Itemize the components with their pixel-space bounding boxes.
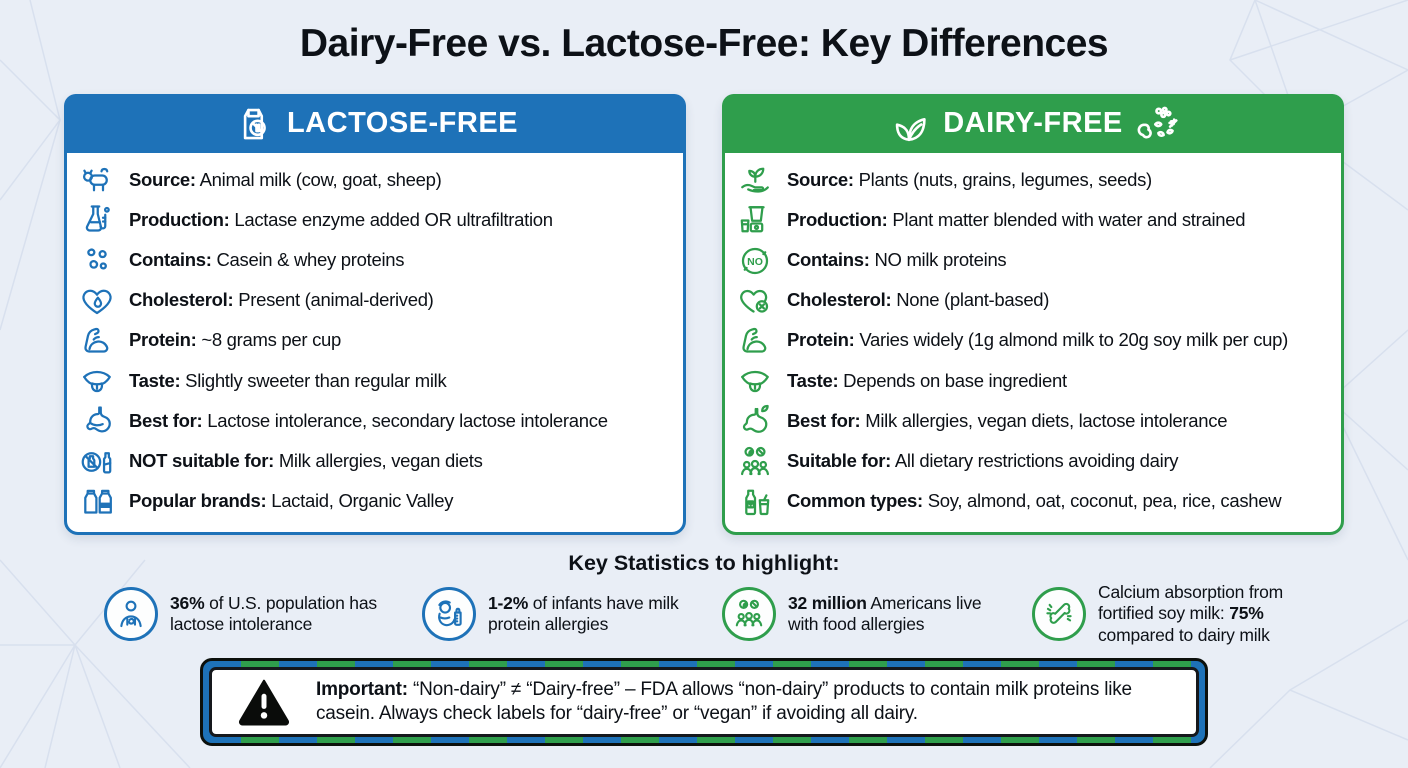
warning-label: Important:: [316, 679, 408, 701]
row-production: Production: Plant matter blended with wa…: [733, 202, 1331, 238]
lactose-free-header: LACTOSE-FREE: [64, 94, 686, 153]
no-milk-carton-icon: [232, 102, 274, 146]
heart-x-icon: [733, 283, 777, 319]
stats-heading: Key Statistics to highlight:: [568, 551, 840, 575]
stomach-icon: [75, 403, 119, 439]
milk-cartons-icon: [75, 484, 119, 520]
row-protein: Protein: ~8 grams per cup: [75, 323, 673, 359]
tongue-icon: [733, 363, 777, 399]
stat-bold: 32 million: [788, 592, 867, 613]
protein-molecules-icon: [75, 243, 119, 279]
row-label: Source:: [129, 168, 196, 190]
row-suitable-for: Suitable for: All dietary restrictions a…: [733, 444, 1331, 480]
muscle-arm-icon: [75, 323, 119, 359]
dairy-free-header: DAIRY-FREE: [722, 94, 1344, 153]
warning-banner: Important: “Non-dairy” ≠ “Dairy-free” – …: [200, 658, 1208, 746]
stat-infant-allergies: 1-2% of infants have milk protein allerg…: [422, 582, 722, 646]
bone-icon: [1032, 587, 1086, 642]
blender-icon: [733, 202, 777, 238]
tongue-icon: [75, 363, 119, 399]
baby-bottle-icon: [422, 587, 476, 642]
no-circle-icon: NO: [733, 243, 777, 279]
hand-plant-icon: [733, 162, 777, 198]
stat-calcium-absorption: Calcium absorption from fortified soy mi…: [1032, 582, 1357, 646]
row-not-suitable: NOT suitable for: Milk allergies, vegan …: [75, 444, 673, 480]
stats-row: 36% of U.S. population has lactose intol…: [104, 582, 1364, 646]
stat-food-allergies: 32 million Americans live with food alle…: [722, 582, 1032, 646]
dairy-free-title: DAIRY-FREE: [943, 107, 1123, 139]
row-contains: Contains: Casein & whey proteins: [75, 243, 673, 279]
row-production: Production: Lactase enzyme added OR ultr…: [75, 202, 673, 238]
svg-text:NO: NO: [747, 255, 763, 267]
row-source: Source: Animal milk (cow, goat, sheep): [75, 162, 673, 198]
row-taste: Taste: Depends on base ingredient: [733, 363, 1331, 399]
row-cholesterol: Cholesterol: None (plant-based): [733, 283, 1331, 319]
page-title: Dairy-Free vs. Lactose-Free: Key Differe…: [299, 22, 1109, 65]
person-stomach-icon: [104, 587, 158, 642]
panel-lactose-free: LACTOSE-FREE Source: Animal milk (cow, g…: [64, 94, 686, 535]
nuts-seeds-icon: [1136, 102, 1178, 146]
row-contains: NO Contains: NO milk proteins: [733, 243, 1331, 279]
diverse-group-icon: [733, 444, 777, 480]
plant-milk-glass-icon: [733, 484, 777, 520]
row-best-for: Best for: Milk allergies, vegan diets, l…: [733, 403, 1331, 439]
row-taste: Taste: Slightly sweeter than regular mil…: [75, 363, 673, 399]
stat-lactose-intolerance: 36% of U.S. population has lactose intol…: [104, 582, 422, 646]
leaves-icon: [888, 102, 930, 146]
row-best-for: Best for: Lactose intolerance, secondary…: [75, 403, 673, 439]
lab-flask-icon: [75, 202, 119, 238]
warning-content: Important: “Non-dairy” ≠ “Dairy-free” – …: [209, 667, 1199, 737]
stomach-leaf-icon: [733, 403, 777, 439]
lactose-free-title: LACTOSE-FREE: [286, 107, 519, 139]
panel-dairy-free: DAIRY-FREE Source: [722, 94, 1344, 535]
row-source: Source: Plants (nuts, grains, legumes, s…: [733, 162, 1331, 198]
cow-sheep-icon: [75, 162, 119, 198]
allergy-family-icon: [722, 587, 776, 642]
row-protein: Protein: Varies widely (1g almond milk t…: [733, 323, 1331, 359]
muscle-arm-icon: [733, 323, 777, 359]
lactose-free-body: Source: Animal milk (cow, goat, sheep) P…: [67, 153, 683, 532]
row-brands: Popular brands: Lactaid, Organic Valley: [75, 484, 673, 520]
row-cholesterol: Cholesterol: Present (animal-derived): [75, 283, 673, 319]
heart-droplet-icon: [75, 283, 119, 319]
dairy-free-body: Source: Plants (nuts, grains, legumes, s…: [725, 153, 1341, 532]
stat-bold: 75%: [1229, 603, 1264, 624]
row-common-types: Common types: Soy, almond, oat, coconut,…: [733, 484, 1331, 520]
stat-bold: 36%: [170, 592, 205, 613]
stat-bold: 1-2%: [488, 592, 529, 613]
warning-body: “Non-dairy” ≠ “Dairy-free” – FDA allows …: [316, 679, 1132, 724]
row-value: Animal milk (cow, goat, sheep): [199, 168, 442, 190]
no-milk-bottle-icon: [75, 444, 119, 480]
warning-triangle-icon: [236, 676, 292, 728]
